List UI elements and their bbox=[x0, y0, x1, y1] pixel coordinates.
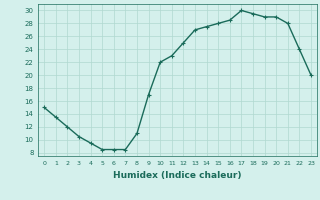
X-axis label: Humidex (Indice chaleur): Humidex (Indice chaleur) bbox=[113, 171, 242, 180]
